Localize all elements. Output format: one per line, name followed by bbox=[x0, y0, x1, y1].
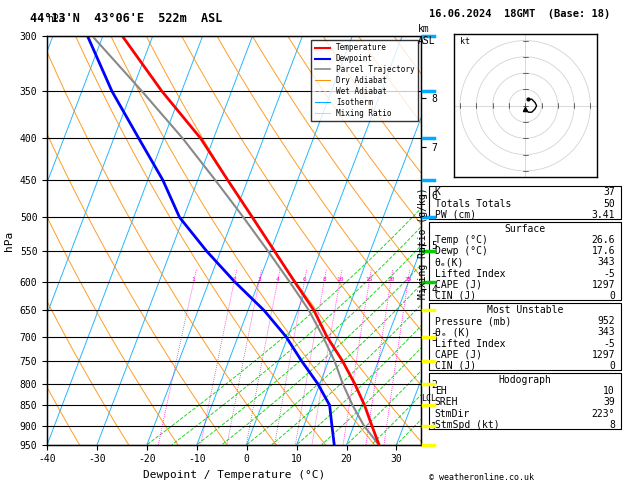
Text: StmSpd (kt): StmSpd (kt) bbox=[435, 420, 499, 430]
Text: CIN (J): CIN (J) bbox=[435, 291, 476, 301]
Text: 8: 8 bbox=[610, 420, 615, 430]
Text: 3.41: 3.41 bbox=[591, 210, 615, 220]
Text: Hodograph: Hodograph bbox=[498, 375, 552, 385]
Text: 343: 343 bbox=[598, 258, 615, 267]
Text: SREH: SREH bbox=[435, 398, 459, 407]
Text: 50: 50 bbox=[603, 199, 615, 208]
Text: 17.6: 17.6 bbox=[591, 246, 615, 256]
Text: ASL: ASL bbox=[418, 36, 436, 46]
Text: Lifted Index: Lifted Index bbox=[435, 269, 505, 278]
Text: Mixing Ratio (g/kg): Mixing Ratio (g/kg) bbox=[418, 187, 428, 299]
Text: 4: 4 bbox=[276, 277, 279, 282]
Text: 1297: 1297 bbox=[591, 350, 615, 360]
Text: 39: 39 bbox=[603, 398, 615, 407]
Text: StmDir: StmDir bbox=[435, 409, 470, 418]
Text: km: km bbox=[418, 24, 430, 34]
Text: 343: 343 bbox=[598, 328, 615, 337]
Text: CIN (J): CIN (J) bbox=[435, 361, 476, 371]
Text: 1: 1 bbox=[192, 277, 196, 282]
Text: 952: 952 bbox=[598, 316, 615, 326]
Text: 0: 0 bbox=[610, 361, 615, 371]
Text: © weatheronline.co.uk: © weatheronline.co.uk bbox=[429, 473, 534, 482]
Text: Temp (°C): Temp (°C) bbox=[435, 235, 487, 245]
Text: 10: 10 bbox=[336, 277, 343, 282]
Text: 26.6: 26.6 bbox=[591, 235, 615, 245]
Text: 15: 15 bbox=[365, 277, 373, 282]
Text: θₑ (K): θₑ (K) bbox=[435, 328, 470, 337]
Text: PW (cm): PW (cm) bbox=[435, 210, 476, 220]
Y-axis label: hPa: hPa bbox=[4, 230, 14, 251]
Text: 8: 8 bbox=[322, 277, 326, 282]
Legend: Temperature, Dewpoint, Parcel Trajectory, Dry Adiabat, Wet Adiabat, Isotherm, Mi: Temperature, Dewpoint, Parcel Trajectory… bbox=[311, 40, 418, 121]
Text: 1297: 1297 bbox=[591, 280, 615, 290]
Text: 0: 0 bbox=[610, 291, 615, 301]
Text: LCL: LCL bbox=[421, 395, 437, 403]
Text: 25: 25 bbox=[404, 277, 411, 282]
Text: 10: 10 bbox=[603, 386, 615, 396]
Text: 37: 37 bbox=[603, 188, 615, 197]
Text: Surface: Surface bbox=[504, 224, 545, 234]
Text: 20: 20 bbox=[387, 277, 394, 282]
Text: -5: -5 bbox=[603, 339, 615, 348]
Text: Totals Totals: Totals Totals bbox=[435, 199, 511, 208]
Text: Pressure (mb): Pressure (mb) bbox=[435, 316, 511, 326]
Text: Most Unstable: Most Unstable bbox=[487, 305, 563, 315]
Text: kt: kt bbox=[460, 37, 470, 46]
Text: Dewp (°C): Dewp (°C) bbox=[435, 246, 487, 256]
Text: 6: 6 bbox=[303, 277, 306, 282]
Text: θₑ(K): θₑ(K) bbox=[435, 258, 464, 267]
Text: 44°13'N  43°06'E  522m  ASL: 44°13'N 43°06'E 522m ASL bbox=[30, 12, 222, 25]
Text: 16.06.2024  18GMT  (Base: 18): 16.06.2024 18GMT (Base: 18) bbox=[429, 9, 610, 19]
Text: Lifted Index: Lifted Index bbox=[435, 339, 505, 348]
Text: 223°: 223° bbox=[591, 409, 615, 418]
Text: CAPE (J): CAPE (J) bbox=[435, 280, 482, 290]
Text: 3: 3 bbox=[257, 277, 261, 282]
Text: EH: EH bbox=[435, 386, 447, 396]
Text: CAPE (J): CAPE (J) bbox=[435, 350, 482, 360]
Text: hPa: hPa bbox=[47, 14, 65, 24]
X-axis label: Dewpoint / Temperature (°C): Dewpoint / Temperature (°C) bbox=[143, 470, 325, 480]
Text: -5: -5 bbox=[603, 269, 615, 278]
Text: 2: 2 bbox=[232, 277, 236, 282]
Text: K: K bbox=[435, 188, 440, 197]
